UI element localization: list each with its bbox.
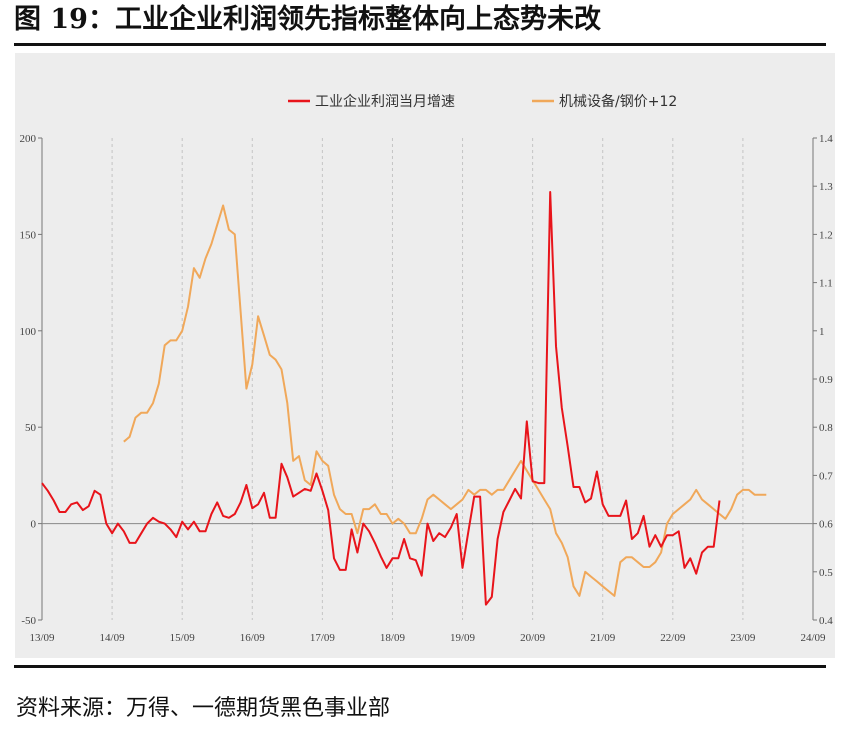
x-tick-label: 20/09 bbox=[520, 632, 546, 644]
x-tick-label: 17/09 bbox=[310, 632, 336, 644]
title-rule bbox=[14, 43, 826, 46]
x-tick-label: 23/09 bbox=[730, 632, 756, 644]
right-y-tick-label: 1.1 bbox=[819, 278, 833, 290]
x-tick-label: 22/09 bbox=[660, 632, 686, 644]
right-y-tick-label: 1.2 bbox=[819, 229, 833, 241]
right-y-ticks: 0.4 0.5 0.6 0.7 0.8 0.9 1 1.1 1.2 1.3 1.4 bbox=[813, 133, 833, 627]
plot-background bbox=[15, 53, 835, 658]
x-tick-label: 13/09 bbox=[29, 632, 55, 644]
x-tick-label: 14/09 bbox=[100, 632, 126, 644]
left-y-tick-label: 100 bbox=[20, 326, 37, 338]
left-y-tick-label: -50 bbox=[21, 615, 36, 627]
source-rule bbox=[14, 665, 826, 668]
right-y-tick-label: 0.9 bbox=[819, 374, 833, 386]
left-y-tick-label: 150 bbox=[20, 229, 37, 241]
left-y-tick-label: 200 bbox=[20, 133, 37, 145]
source-note: 资料来源：万得、一德期货黑色事业部 bbox=[16, 696, 391, 721]
left-y-tick-label: 0 bbox=[31, 519, 37, 531]
right-y-tick-label: 0.4 bbox=[819, 615, 833, 627]
right-y-tick-label: 1.3 bbox=[819, 181, 833, 193]
right-y-tick-label: 0.8 bbox=[819, 422, 833, 434]
right-y-tick-label: 1 bbox=[819, 326, 825, 338]
legend-label-machinery-steel: 机械设备/钢价+12 bbox=[559, 93, 677, 110]
x-tick-label: 21/09 bbox=[590, 632, 616, 644]
right-y-tick-label: 1.4 bbox=[819, 133, 833, 145]
x-tick-label: 15/09 bbox=[170, 632, 196, 644]
left-y-ticks: -50 0 50 100 150 200 bbox=[20, 133, 42, 627]
x-tick-label: 19/09 bbox=[450, 632, 476, 644]
x-gridlines bbox=[111, 138, 744, 620]
legend-label-profit: 工业企业利润当月增速 bbox=[315, 93, 455, 110]
x-tick-label: 24/09 bbox=[800, 632, 826, 644]
x-tick-label: 18/09 bbox=[380, 632, 406, 644]
figure-title: 图 19：工业企业利润领先指标整体向上态势未改 bbox=[14, 4, 601, 35]
legend: 工业企业利润当月增速 机械设备/钢价+12 bbox=[288, 93, 677, 110]
right-y-tick-label: 0.5 bbox=[819, 567, 833, 579]
x-tick-label: 16/09 bbox=[240, 632, 266, 644]
series-line-machinery-steel bbox=[123, 204, 767, 597]
left-y-tick-label: 50 bbox=[25, 422, 37, 434]
right-y-tick-label: 0.7 bbox=[819, 470, 833, 482]
right-y-tick-label: 0.6 bbox=[819, 519, 833, 531]
series-line-profit bbox=[41, 191, 721, 606]
x-ticks: 13/09 14/09 15/09 16/09 17/09 18/09 19/09 20/09… bbox=[29, 632, 826, 644]
series-layer bbox=[41, 191, 767, 606]
